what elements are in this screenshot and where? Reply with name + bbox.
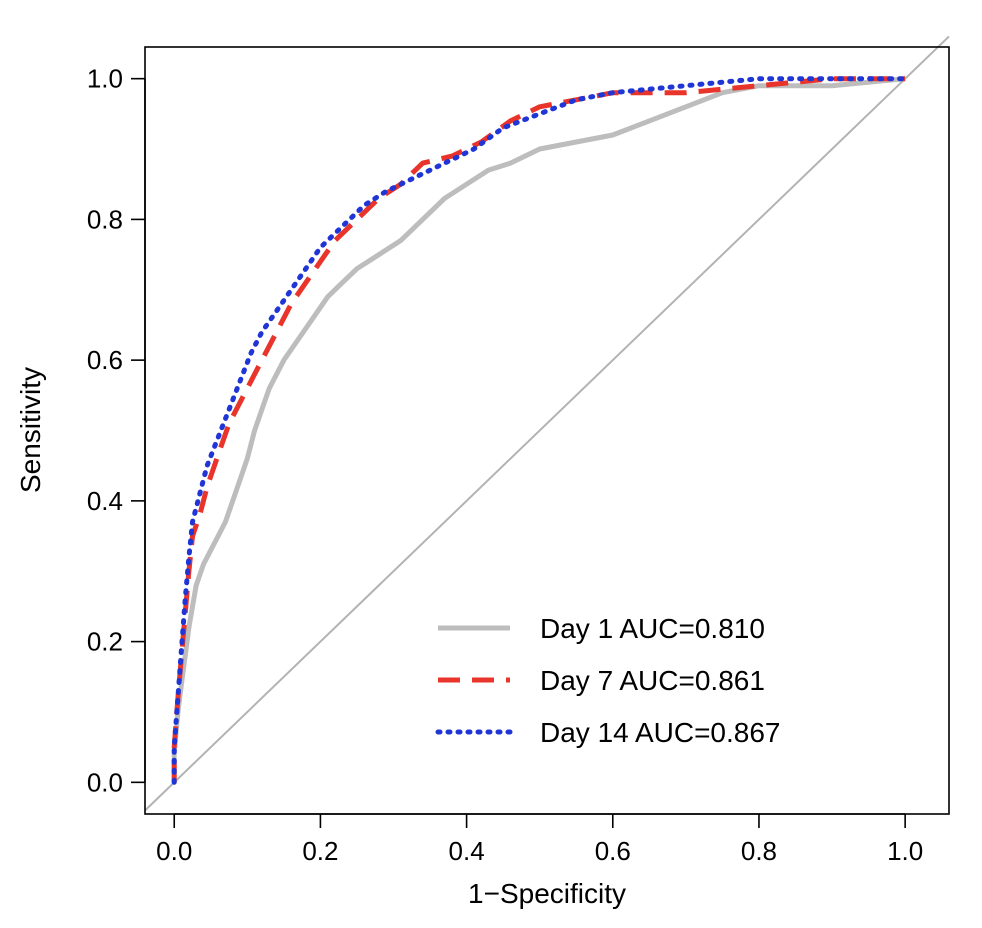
x-tick-label: 0.2	[302, 836, 338, 866]
series-line-2	[171, 76, 906, 783]
y-tick-label: 0.8	[87, 204, 123, 234]
series-line-1	[171, 76, 906, 783]
series-layer	[171, 76, 908, 785]
x-tick-label: 0.0	[156, 836, 192, 866]
x-tick-label: 0.4	[449, 836, 485, 866]
y-axis-label: Sensitivity	[15, 367, 46, 493]
y-tick-label: 0.0	[87, 767, 123, 797]
y-axis: 0.0 0.2 0.4 0.6 0.8 1.0	[87, 64, 146, 797]
y-tick-label: 0.6	[87, 345, 123, 375]
x-axis-label: 1−Specificity	[468, 878, 626, 909]
x-tick-label: 1.0	[887, 836, 923, 866]
y-tick-label: 0.2	[87, 627, 123, 657]
reference-diagonal-line	[144, 35, 950, 812]
legend: Day 1 AUC=0.810 Day 7 AUC=0.861 Day 14 AUC…	[435, 613, 781, 748]
x-axis: 0.0 0.2 0.4 0.6 0.8 1.0	[156, 813, 923, 866]
x-tick-label: 0.8	[741, 836, 777, 866]
legend-label-2: Day 7 AUC=0.861	[540, 665, 765, 696]
y-tick-label: 0.4	[87, 486, 123, 516]
plot-frame	[144, 46, 950, 815]
x-tick-label: 0.6	[595, 836, 631, 866]
legend-label-3: Day 14 AUC=0.867	[540, 717, 781, 748]
y-tick-label: 1.0	[87, 64, 123, 94]
legend-label-1: Day 1 AUC=0.810	[540, 613, 765, 644]
